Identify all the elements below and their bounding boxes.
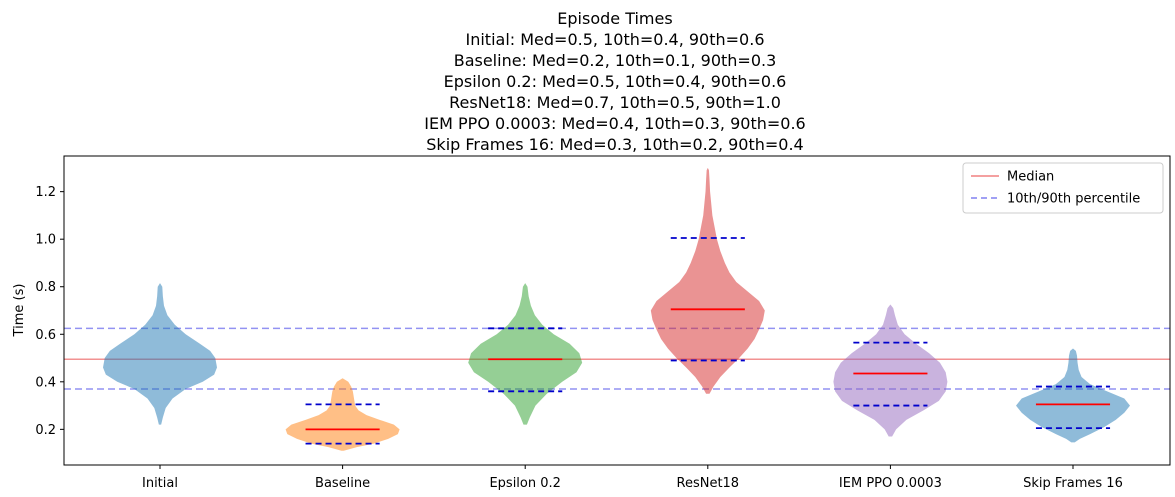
y-tick-label: 0.6 [35, 328, 56, 343]
title-line-2: Baseline: Med=0.2, 10th=0.1, 90th=0.3 [454, 51, 777, 70]
x-tick-label: Baseline [315, 476, 370, 491]
y-axis: 0.2 0.4 0.6 0.8 1.0 1.2 [35, 185, 64, 438]
violin-group-3 [650, 167, 765, 394]
violin-group-2 [468, 283, 583, 425]
y-tick-label: 0.4 [35, 375, 56, 390]
title-line-1: Initial: Med=0.5, 10th=0.4, 90th=0.6 [466, 30, 765, 49]
violin-group-0 [103, 283, 217, 425]
violin-body [833, 304, 948, 437]
y-tick-label: 1.0 [35, 233, 56, 248]
violin-body [103, 283, 217, 425]
title-line-4: ResNet18: Med=0.7, 10th=0.5, 90th=1.0 [449, 93, 781, 112]
x-tick-label: ResNet18 [677, 476, 740, 491]
legend-label-0: Median [1007, 170, 1054, 185]
chart-title: Episode Times Initial: Med=0.5, 10th=0.4… [424, 9, 805, 154]
title-line-3: Epsilon 0.2: Med=0.5, 10th=0.4, 90th=0.6 [444, 72, 787, 91]
x-tick-label: Initial [142, 476, 178, 491]
y-tick-label: 0.8 [35, 280, 56, 295]
title-line-0: Episode Times [557, 9, 672, 28]
violin-body [285, 378, 400, 451]
violins [103, 167, 1130, 451]
violin-group-5 [1016, 348, 1130, 443]
x-tick-label: Epsilon 0.2 [489, 476, 560, 491]
legend-box [962, 162, 1164, 214]
legend: Median 10th/90th percentile [962, 162, 1164, 214]
title-line-6: Skip Frames 16: Med=0.3, 10th=0.2, 90th=… [426, 135, 803, 154]
plot-frame [63, 155, 1171, 466]
violin-body [1016, 348, 1130, 443]
y-tick-label: 0.2 [35, 423, 56, 438]
legend-label-1: 10th/90th percentile [1007, 192, 1140, 207]
x-tick-label: IEM PPO 0.0003 [839, 476, 942, 491]
violin-body [650, 167, 765, 394]
y-tick-label: 1.2 [35, 185, 56, 200]
x-tick-label: Skip Frames 16 [1023, 476, 1123, 491]
title-line-5: IEM PPO 0.0003: Med=0.4, 10th=0.3, 90th=… [424, 114, 805, 133]
y-axis-label: Time (s) [12, 284, 27, 338]
violin-group-1 [285, 378, 400, 451]
reference-lines [64, 327, 1170, 390]
violin-body [468, 283, 583, 425]
x-axis: Initial Baseline Epsilon 0.2 ResNet18 IEM PP… [142, 465, 1123, 491]
violin-group-4 [833, 304, 948, 437]
